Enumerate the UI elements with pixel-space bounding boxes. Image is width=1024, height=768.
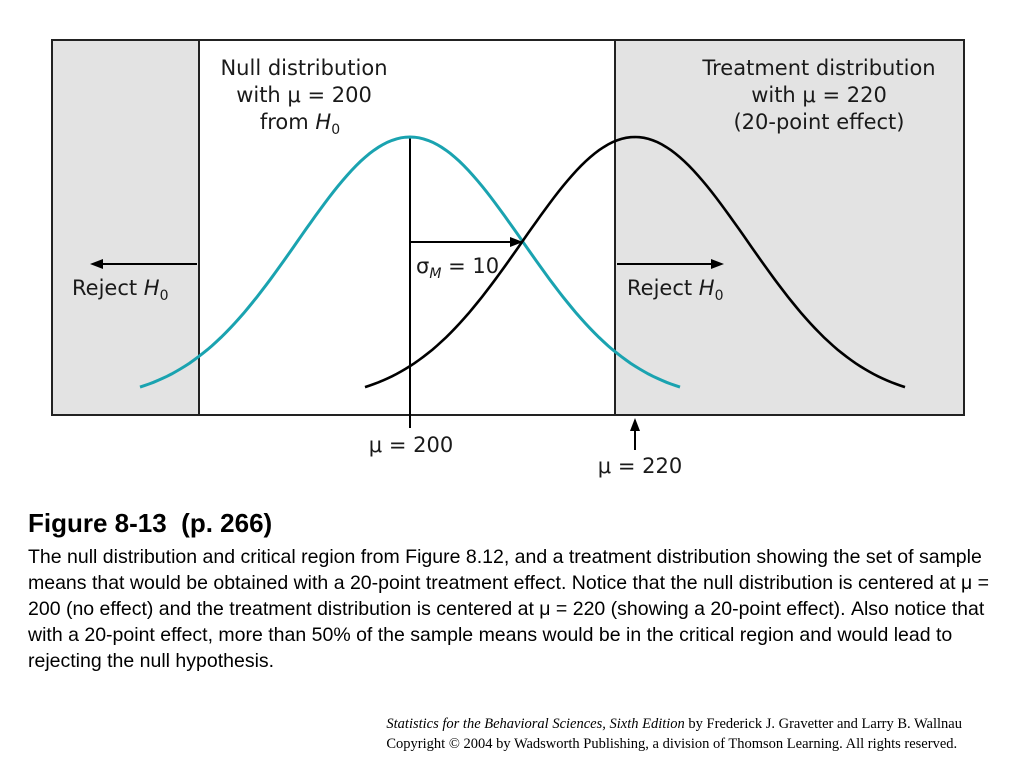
left-critical-region — [52, 40, 199, 415]
diagram-frame — [51, 39, 965, 416]
reject-left-arrowhead — [90, 259, 103, 269]
credit-line1: Statistics for the Behavioral Sciences, … — [386, 714, 962, 734]
sigma-arrowhead — [510, 237, 523, 247]
distribution-diagram: Null distribution with μ = 200 from H0 T… — [51, 39, 965, 478]
null-label-line2: with μ = 200 — [236, 83, 372, 107]
treatment-label-line3: (20-point effect) — [733, 110, 904, 134]
treatment-label-line2: with μ = 220 — [751, 83, 887, 107]
figure-title: Figure 8-13 (p. 266) — [28, 508, 273, 538]
null-distribution-curve — [139, 135, 681, 389]
treatment-label-line1: Treatment distribution — [701, 56, 935, 80]
sigma-label: σM = 10 — [416, 254, 499, 282]
treatment-mean-label: μ = 220 — [598, 454, 682, 478]
null-label-line1: Null distribution — [220, 56, 387, 80]
reject-left-label: Reject H0 — [72, 276, 169, 304]
reject-right-label: Reject H0 — [627, 276, 724, 304]
figure-caption: Figure 8-13 (p. 266) The null distributi… — [28, 508, 1003, 674]
copyright-credit: Statistics for the Behavioral Sciences, … — [386, 714, 962, 754]
book-title: Statistics for the Behavioral Sciences, … — [386, 716, 685, 732]
null-mean-label: μ = 200 — [369, 433, 453, 457]
book-authors: by Frederick J. Gravetter and Larry B. W… — [684, 716, 962, 732]
credit-line2: Copyright © 2004 by Wadsworth Publishing… — [386, 736, 958, 752]
figure-description: The null distribution and critical regio… — [28, 546, 989, 672]
reject-right-arrowhead — [711, 259, 724, 269]
treatment-mean-arrowhead — [630, 418, 640, 431]
right-critical-region — [615, 40, 964, 415]
null-label-line3: from H0 — [260, 110, 340, 138]
treatment-distribution-curve — [364, 135, 906, 389]
